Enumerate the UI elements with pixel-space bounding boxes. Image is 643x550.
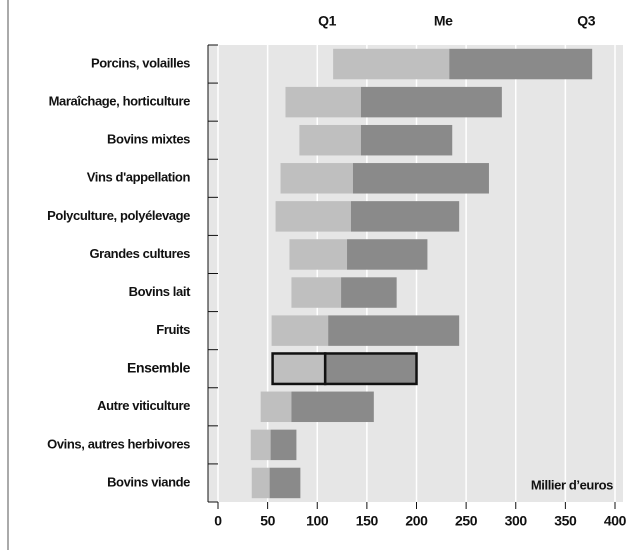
- median-q3-bar: [350, 201, 460, 232]
- median-q3-bar: [328, 315, 460, 346]
- q1-median-bar: [275, 201, 351, 232]
- plot-background: [208, 45, 623, 502]
- q1-median-bar: [271, 315, 329, 346]
- category-label: Grandes cultures: [89, 246, 190, 261]
- category-label: Polyculture, polyélevage: [47, 208, 190, 223]
- median-q3-bar: [270, 429, 297, 461]
- column-label: Q1: [318, 13, 336, 29]
- unit-label: Millier d’euros: [531, 477, 613, 492]
- q1-median-bar: [291, 277, 342, 308]
- category-label: Vins d'appellation: [87, 170, 191, 185]
- category-label: Porcins, volailles: [91, 55, 190, 70]
- median-q3-bar: [341, 277, 397, 308]
- category-label: Ensemble: [127, 359, 191, 375]
- category-label: Autre viticulture: [97, 398, 190, 413]
- category-label: Bovins viande: [107, 474, 190, 489]
- x-tick-label: 200: [405, 513, 428, 529]
- q1-median-bar: [250, 429, 271, 461]
- x-tick-label: 400: [604, 513, 627, 529]
- q1-median-bar: [299, 124, 361, 156]
- x-tick-label: 250: [455, 513, 478, 529]
- median-q3-bar: [352, 163, 489, 194]
- x-tick-label: 100: [306, 513, 329, 529]
- x-tick-label: 150: [356, 513, 379, 529]
- x-tick-label: 300: [505, 513, 528, 529]
- q1-median-bar: [285, 86, 361, 118]
- median-q3-bar: [360, 124, 453, 156]
- median-q3-bar: [347, 239, 428, 270]
- median-q3-bar: [360, 86, 502, 118]
- x-tick-label: 50: [260, 513, 275, 529]
- q1-median-bar: [251, 467, 270, 499]
- x-tick-label: 350: [554, 513, 577, 529]
- column-label: Me: [434, 13, 453, 29]
- median-q3-bar: [291, 391, 374, 423]
- median-q3-bar: [269, 467, 301, 499]
- category-label: Fruits: [156, 322, 190, 337]
- category-label: Bovins mixtes: [107, 132, 190, 147]
- category-label: Ovins, autres herbivores: [47, 436, 190, 451]
- category-label: Maraîchage, horticulture: [49, 94, 191, 109]
- column-label: Q3: [577, 13, 595, 29]
- q1-median-bar: [260, 391, 292, 423]
- q1-median-bar: [280, 163, 353, 194]
- q1-median-bar: [271, 352, 327, 386]
- q1-median-bar: [289, 239, 348, 270]
- median-q3-bar: [323, 352, 418, 386]
- x-tick-label: 0: [214, 513, 222, 529]
- q1-median-bar: [333, 48, 450, 80]
- median-q3-bar: [449, 48, 593, 80]
- category-label: Bovins lait: [129, 284, 191, 299]
